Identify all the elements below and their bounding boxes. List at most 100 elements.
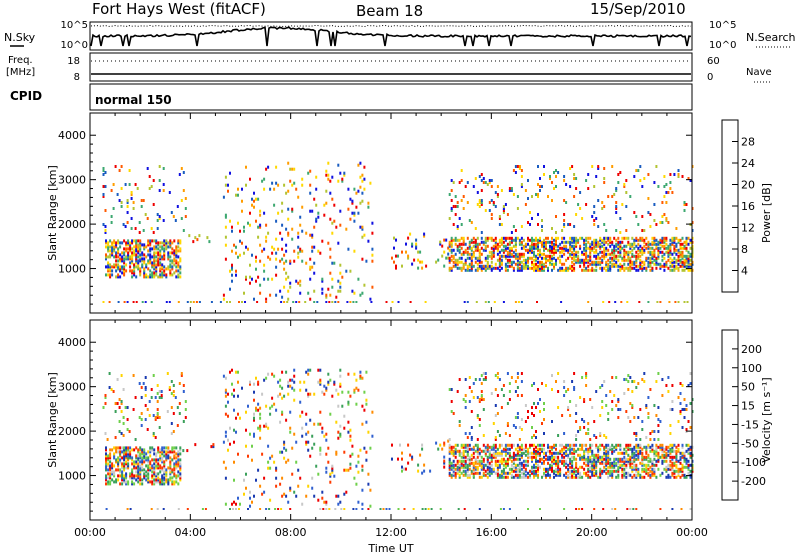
heatmap-cell (153, 480, 156, 484)
heatmap-cell (149, 253, 152, 257)
heatmap-cell (593, 463, 596, 467)
heatmap-cell (494, 242, 497, 246)
heatmap-cell (573, 262, 576, 266)
heatmap-cell (105, 482, 107, 486)
heatmap-cell (508, 260, 511, 264)
heatmap-cell (104, 229, 107, 232)
heatmap-cell (129, 255, 132, 259)
heatmap-cell (328, 508, 331, 510)
heatmap-cell (593, 205, 596, 208)
heatmap-cell (535, 453, 537, 457)
heatmap-cell (585, 463, 588, 467)
heatmap-cell (311, 265, 314, 269)
heatmap-cell (163, 243, 166, 247)
heatmap-cell (627, 416, 630, 419)
heatmap-cell (591, 467, 594, 471)
heatmap-cell (651, 250, 654, 254)
heatmap-cell (421, 508, 424, 510)
heatmap-cell (623, 236, 626, 240)
heatmap-cell (147, 243, 150, 247)
heatmap-cell (163, 255, 166, 259)
heatmap-cell (273, 402, 276, 406)
heatmap-cell (407, 443, 410, 447)
heatmap-cell (111, 247, 114, 251)
heatmap-cell (281, 396, 284, 400)
heatmap-cell (158, 215, 161, 218)
heatmap-cell (615, 404, 618, 407)
heatmap-cell (343, 173, 346, 177)
heatmap-cell (269, 257, 272, 261)
heatmap-cell (531, 459, 533, 463)
heatmap-cell (470, 248, 473, 252)
heatmap-cell (115, 460, 118, 464)
heatmap-cell (166, 410, 169, 413)
heatmap-cell (597, 244, 600, 248)
heatmap-cell (494, 238, 497, 242)
heatmap-cell (611, 400, 614, 403)
heatmap-cell (163, 466, 166, 470)
heatmap-cell (615, 201, 618, 204)
heatmap-cell (587, 447, 590, 451)
heatmap-cell (635, 469, 638, 473)
heatmap-cell (150, 396, 153, 399)
heatmap-cell (496, 473, 499, 477)
heatmap-cell (560, 301, 563, 303)
heatmap-cell (124, 225, 127, 228)
heatmap-cell (156, 414, 159, 417)
heatmap-cell (121, 478, 124, 482)
heatmap-cell (151, 482, 154, 486)
heatmap-cell (458, 420, 461, 423)
heatmap-cell (502, 475, 505, 479)
heatmap-cell (653, 181, 656, 184)
heatmap-cell (118, 169, 121, 172)
heatmap-cell (569, 248, 572, 252)
heatmap-cell (569, 236, 572, 240)
heatmap-cell (629, 264, 632, 268)
heatmap-cell (283, 301, 286, 303)
heatmap-cell (512, 424, 515, 427)
heatmap-cell (111, 478, 114, 482)
heatmap-cell (148, 187, 151, 190)
heatmap-cell (454, 236, 457, 240)
heatmap-cell (259, 424, 262, 428)
heatmap-cell (454, 205, 457, 208)
heatmap-cell (224, 476, 227, 480)
heatmap-cell (619, 171, 622, 174)
heatmap-cell (335, 420, 338, 424)
heatmap-cell (119, 470, 122, 474)
heatmap-cell (464, 443, 467, 447)
heatmap-cell (249, 432, 251, 436)
heatmap-cell (249, 275, 251, 279)
heatmap-cell (257, 408, 260, 412)
heatmap-cell (643, 248, 646, 252)
heatmap-cell (157, 243, 160, 247)
heatmap-cell (476, 465, 479, 469)
station-title: Fort Hays West (fitACF) (92, 0, 266, 18)
heatmap-cell (137, 474, 140, 478)
heatmap-cell (639, 451, 642, 455)
heatmap-cell (575, 469, 578, 473)
heatmap-cell (182, 420, 185, 423)
heatmap-cell (450, 473, 453, 477)
heatmap-cell (222, 195, 225, 199)
heatmap-cell (129, 472, 132, 476)
heatmap-cell (599, 467, 602, 471)
heatmap-cell (232, 508, 234, 510)
heatmap-cell (439, 242, 442, 246)
heatmap-cell (151, 466, 154, 470)
heatmap-cell (179, 466, 182, 470)
heatmap-cell (655, 246, 658, 250)
heatmap-cell (502, 471, 505, 475)
heatmap-cell (579, 465, 582, 469)
heatmap-cell (155, 267, 158, 271)
heatmap-cell (472, 471, 475, 475)
heatmap-cell (462, 445, 465, 449)
heatmap-cell (315, 203, 318, 207)
heatmap-cell (585, 459, 588, 463)
heatmap-cell (593, 459, 596, 463)
heatmap-cell (129, 261, 132, 265)
heatmap-cell (647, 455, 650, 459)
heatmap-cell (152, 231, 155, 234)
heatmap-cell (210, 445, 213, 449)
heatmap-cell (603, 445, 606, 449)
